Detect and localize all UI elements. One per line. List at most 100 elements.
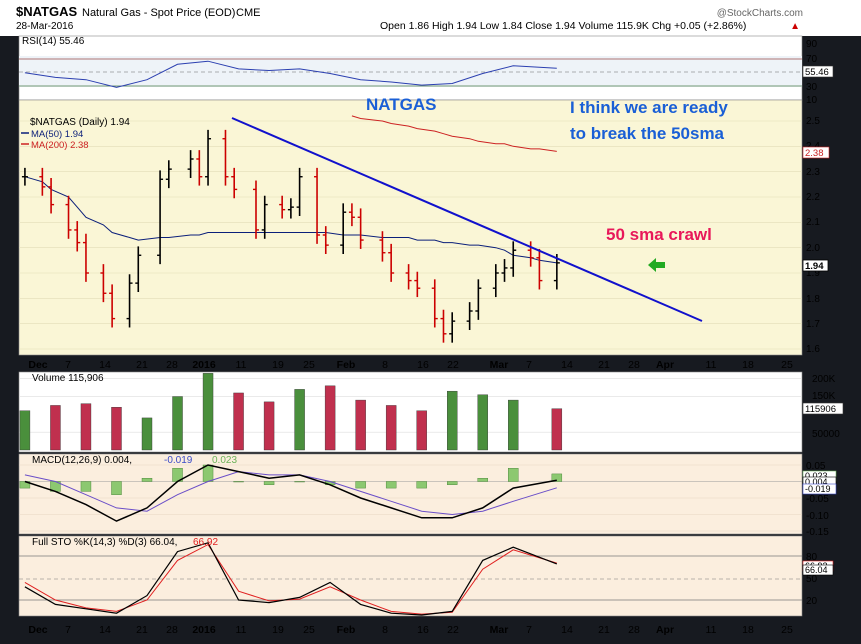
rsi-value-text: 55.46 bbox=[805, 67, 829, 78]
x-axis-tick-label: 7 bbox=[526, 359, 532, 371]
x-axis-tick-label: 22 bbox=[447, 359, 459, 371]
price-tick: 2.0 bbox=[806, 243, 820, 254]
rsi-line bbox=[24, 60, 557, 88]
downtrend-line bbox=[231, 117, 703, 322]
price-bar bbox=[405, 264, 412, 290]
volume-bar bbox=[80, 403, 92, 451]
volume-label: Volume 115,906 bbox=[32, 373, 104, 384]
price-bar bbox=[510, 241, 517, 277]
price-bar bbox=[449, 312, 456, 343]
price-bar bbox=[157, 170, 164, 265]
price-bar bbox=[296, 167, 303, 216]
x-axis-tick-label: 14 bbox=[561, 624, 573, 636]
volume-bar bbox=[416, 410, 427, 451]
annotation-50sma-crawl: 50 sma crawl bbox=[606, 225, 712, 244]
volume-bar bbox=[385, 405, 397, 451]
price-bar bbox=[253, 180, 259, 239]
macd-hist-tag-text: 0.023 bbox=[805, 471, 828, 481]
price-bar bbox=[357, 208, 364, 249]
rsi-value-tag bbox=[802, 65, 834, 78]
x-axis-tick-label: 18 bbox=[742, 359, 754, 371]
x-axis-tick-label: 14 bbox=[99, 359, 111, 371]
x-axis-tick-label: 28 bbox=[166, 359, 178, 371]
macd-tick: 0.05 bbox=[806, 461, 826, 472]
rsi-tick: 10 bbox=[806, 95, 818, 106]
macd-histogram-bar bbox=[477, 478, 488, 482]
ma200-tag-text: 2.38 bbox=[805, 148, 824, 159]
x-axis-tick-label: 11 bbox=[236, 624, 247, 636]
price-bars bbox=[21, 129, 560, 343]
price-bar bbox=[440, 309, 447, 343]
price-legend-main: $NATGAS (Daily) 1.94 bbox=[30, 117, 130, 128]
chart-date: 28-Mar-2016 bbox=[16, 21, 74, 32]
price-bar bbox=[261, 195, 268, 239]
macd-tick: -0.10 bbox=[806, 511, 829, 522]
price-bar bbox=[279, 195, 286, 219]
volume-panel: Volume 115,906 200K 150K 50000 115906 bbox=[18, 371, 844, 453]
x-axis-tick-label: 21 bbox=[136, 624, 148, 636]
volume-value-text: 115906 bbox=[805, 404, 836, 415]
volume-bar bbox=[551, 408, 563, 451]
x-axis-tick-label: 21 bbox=[598, 359, 610, 371]
x-axis-tick-label: 28 bbox=[166, 624, 178, 636]
sto-k-tag bbox=[802, 564, 834, 576]
x-axis-tick-label: 2016 bbox=[192, 359, 216, 371]
x-axis-tick-label: 28 bbox=[628, 624, 640, 636]
price-grid bbox=[19, 120, 802, 350]
price-bar bbox=[48, 178, 55, 214]
volume-tick: 200K bbox=[812, 374, 836, 385]
green-arrow-icon bbox=[648, 258, 665, 272]
volume-bar bbox=[233, 392, 244, 451]
price-tick: 2.1 bbox=[806, 217, 820, 228]
ohlc-readout: Open 1.86 High 1.94 Low 1.84 Close 1.94 … bbox=[380, 20, 746, 32]
x-axis-tick-label: 25 bbox=[781, 624, 793, 636]
sto-k-line bbox=[24, 542, 558, 616]
sto-label: Full STO %K(14,3) %D(3) 66.04, bbox=[32, 537, 177, 548]
price-bar bbox=[553, 254, 560, 290]
last-price-tag-text: 1.94 bbox=[805, 261, 824, 272]
price-bar bbox=[196, 150, 203, 186]
macd-background bbox=[18, 453, 803, 535]
price-bar bbox=[379, 231, 386, 262]
price-bar bbox=[314, 167, 321, 244]
ma200-line bbox=[351, 115, 557, 152]
price-bar bbox=[475, 279, 482, 320]
price-ticks: 2.5 2.4 2.3 2.2 2.1 2.0 1.9 1.8 1.7 1.6 bbox=[806, 116, 820, 355]
volume-bar bbox=[294, 389, 305, 451]
price-tick: 2.2 bbox=[806, 192, 820, 203]
sto-tick: 50 bbox=[806, 574, 818, 585]
price-bar bbox=[109, 284, 116, 328]
sto-d-label: 66.92 bbox=[193, 537, 218, 548]
price-tick: 1.9 bbox=[806, 268, 820, 279]
rsi-label: RSI(14) 55.46 bbox=[22, 36, 85, 47]
price-bar bbox=[21, 167, 28, 186]
ma200-tag bbox=[802, 146, 830, 159]
x-axis-tick-label: Feb bbox=[337, 359, 356, 371]
annotation-natgas: NATGAS bbox=[366, 95, 437, 114]
x-axis-tick-label: Dec bbox=[28, 624, 47, 636]
macd-signal-tag-text: -0.019 bbox=[805, 484, 831, 494]
price-tick: 2.3 bbox=[806, 167, 820, 178]
exchange: CME bbox=[236, 7, 260, 19]
volume-bar bbox=[263, 401, 275, 451]
x-axis-tick-label: 14 bbox=[561, 359, 573, 371]
macd-histogram-bar bbox=[508, 468, 519, 482]
sto-tick: 80 bbox=[806, 552, 818, 563]
volume-bar bbox=[355, 399, 366, 451]
volume-bar bbox=[50, 405, 61, 451]
volume-bar bbox=[447, 390, 458, 451]
price-tick: 1.6 bbox=[806, 344, 820, 355]
volume-background bbox=[18, 371, 803, 453]
x-axis-tick-label: 11 bbox=[706, 359, 717, 371]
price-background bbox=[18, 99, 803, 356]
price-bar bbox=[165, 160, 172, 189]
macd-hist-label: 0.023 bbox=[212, 455, 237, 466]
x-axis-tick-label: 7 bbox=[526, 624, 532, 636]
price-tick: 1.8 bbox=[806, 294, 820, 305]
x-axis-tick-label: 19 bbox=[272, 624, 284, 636]
macd-histogram-bar bbox=[141, 478, 153, 482]
price-legend-ma50: MA(50) 1.94 bbox=[31, 129, 83, 140]
price-bar bbox=[466, 302, 473, 330]
